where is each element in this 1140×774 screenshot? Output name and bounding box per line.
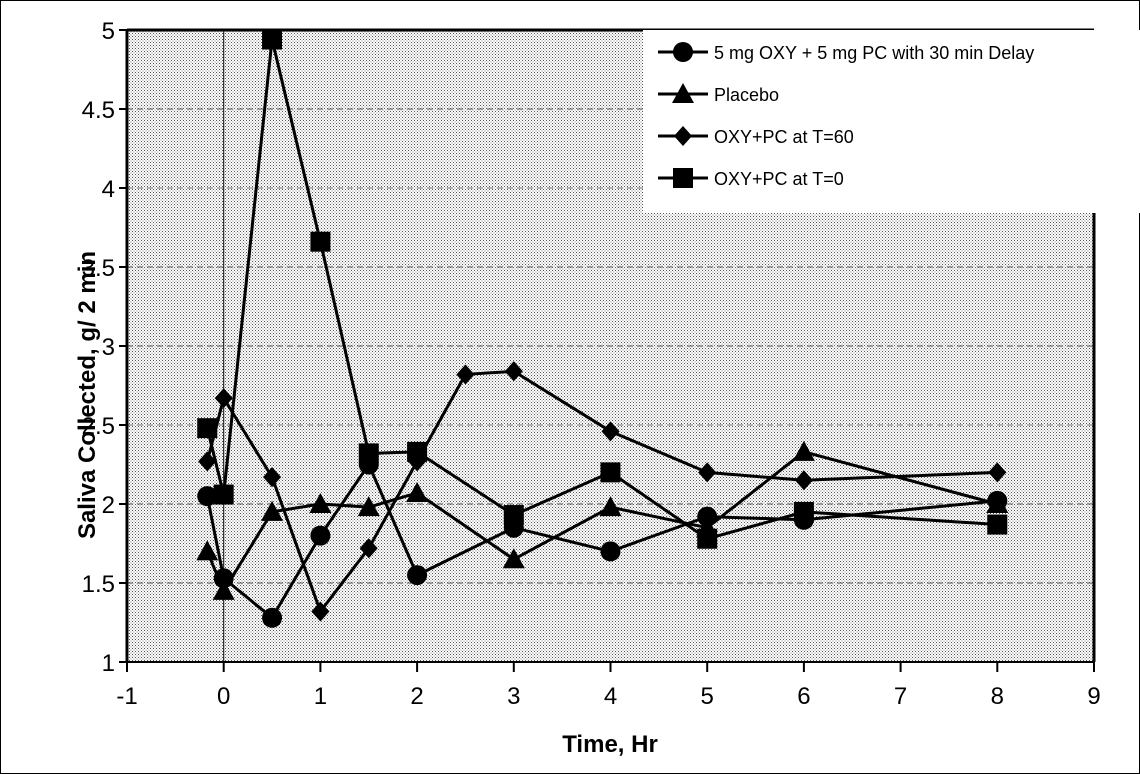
y-tick-label: 3 [102, 334, 115, 361]
data-point [198, 451, 217, 472]
data-point [359, 538, 378, 559]
x-tick-label: 1 [314, 683, 327, 710]
data-point [697, 528, 718, 549]
data-point [310, 231, 331, 252]
data-point [358, 443, 379, 464]
x-tick-label: 0 [217, 683, 230, 710]
x-tick-label: 9 [1087, 683, 1100, 710]
data-point [197, 418, 218, 439]
data-point [263, 467, 282, 488]
data-point [988, 462, 1007, 483]
data-point [599, 496, 622, 517]
data-point [502, 548, 525, 569]
legend-marker-circle [673, 42, 693, 62]
x-tick-label: 4 [604, 683, 617, 710]
data-point [600, 541, 621, 562]
data-point [309, 493, 332, 513]
data-point [214, 388, 233, 409]
legend-label: 5 mg OXY + 5 mg PC with 30 min Delay [714, 43, 1034, 63]
axes: -1 0 1 2 3 4 5 6 7 8 9 1 1.5 2 2.5 3 3.5 4 4.5 5 [82, 18, 1101, 710]
data-point [310, 525, 331, 546]
x-tick-label: 6 [797, 683, 810, 710]
data-point [212, 579, 235, 600]
data-point [311, 601, 330, 622]
legend-entry: Placebo [658, 83, 779, 105]
data-point [987, 514, 1008, 535]
data-point [986, 493, 1009, 513]
x-tick-label: 2 [410, 683, 423, 710]
y-tick-label: 2 [102, 492, 115, 519]
legend-label: OXY+PC at T=60 [714, 127, 854, 147]
y-tick-label: 4 [102, 176, 115, 203]
legend-entry: OXY+PC at T=60 [658, 126, 854, 147]
x-axis-title: Time, Hr [562, 731, 658, 758]
y-tick-label: 4.5 [82, 97, 115, 124]
data-point [407, 441, 428, 462]
data-point [357, 496, 380, 517]
data-point [600, 462, 621, 483]
y-axis-title: Saliva Collected, g/ 2 min [74, 251, 101, 539]
x-tick-label: -1 [116, 683, 137, 710]
series-lines [196, 29, 1009, 628]
data-point [504, 361, 523, 382]
y-tick-label: 5 [102, 18, 115, 45]
legend-label: Placebo [714, 85, 779, 105]
legend-entry: OXY+PC at T=0 [658, 168, 844, 189]
data-point [503, 505, 524, 526]
series-square [197, 29, 1008, 549]
x-tick-label: 7 [894, 683, 907, 710]
y-tick-label: 1.5 [82, 571, 115, 598]
data-point [197, 486, 218, 507]
data-point [261, 500, 284, 521]
legend-marker-square [673, 168, 693, 188]
legend: 5 mg OXY + 5 mg PC with 30 min Delay Plac… [643, 30, 1140, 213]
data-point [792, 440, 815, 461]
legend-label: OXY+PC at T=0 [714, 169, 844, 189]
y-tick-label: 2.5 [82, 413, 115, 440]
data-point [196, 540, 219, 561]
data-point [601, 421, 620, 442]
y-tick-label: 3.5 [82, 255, 115, 282]
data-point [262, 607, 283, 628]
legend-marker-triangle [672, 83, 694, 103]
legend-marker-diamond [674, 126, 692, 146]
x-tick-label: 8 [991, 683, 1004, 710]
series-triangle [196, 440, 1009, 600]
legend-entry: 5 mg OXY + 5 mg PC with 30 min Delay [658, 42, 1034, 63]
x-tick-label: 5 [701, 683, 714, 710]
data-point [697, 506, 718, 527]
legend-box [643, 30, 1140, 213]
data-point [406, 481, 429, 502]
series-line [205, 369, 998, 613]
data-point [698, 462, 717, 483]
data-point [456, 364, 475, 385]
data-point [794, 470, 813, 491]
x-tick-label: 3 [507, 683, 520, 710]
y-tick-label: 1 [102, 650, 115, 677]
data-point [407, 565, 428, 586]
data-point [213, 484, 234, 505]
data-point [262, 29, 283, 50]
data-point [793, 501, 814, 522]
